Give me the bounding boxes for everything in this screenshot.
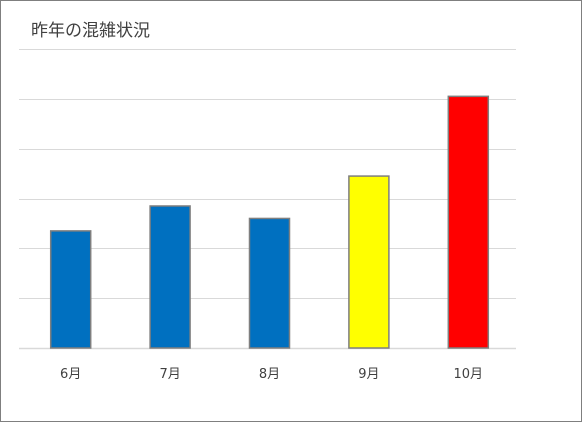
bar-2 — [149, 205, 191, 349]
x-tick-label: 9月 — [358, 367, 379, 382]
x-tick-label: 8月 — [259, 367, 280, 382]
x-tick-label: 10月 — [454, 367, 484, 382]
bar-4 — [348, 175, 390, 349]
bar-3 — [248, 217, 291, 349]
x-axis-labels: 6月 7月 8月 9月 10月 — [60, 367, 483, 382]
bar-1 — [49, 230, 92, 349]
x-tick-label: 7月 — [159, 367, 180, 382]
chart-title: 昨年の混雑状況 — [31, 21, 150, 41]
x-tick-label: 6月 — [60, 367, 81, 382]
bar-5 — [447, 95, 490, 349]
bars — [49, 95, 490, 349]
